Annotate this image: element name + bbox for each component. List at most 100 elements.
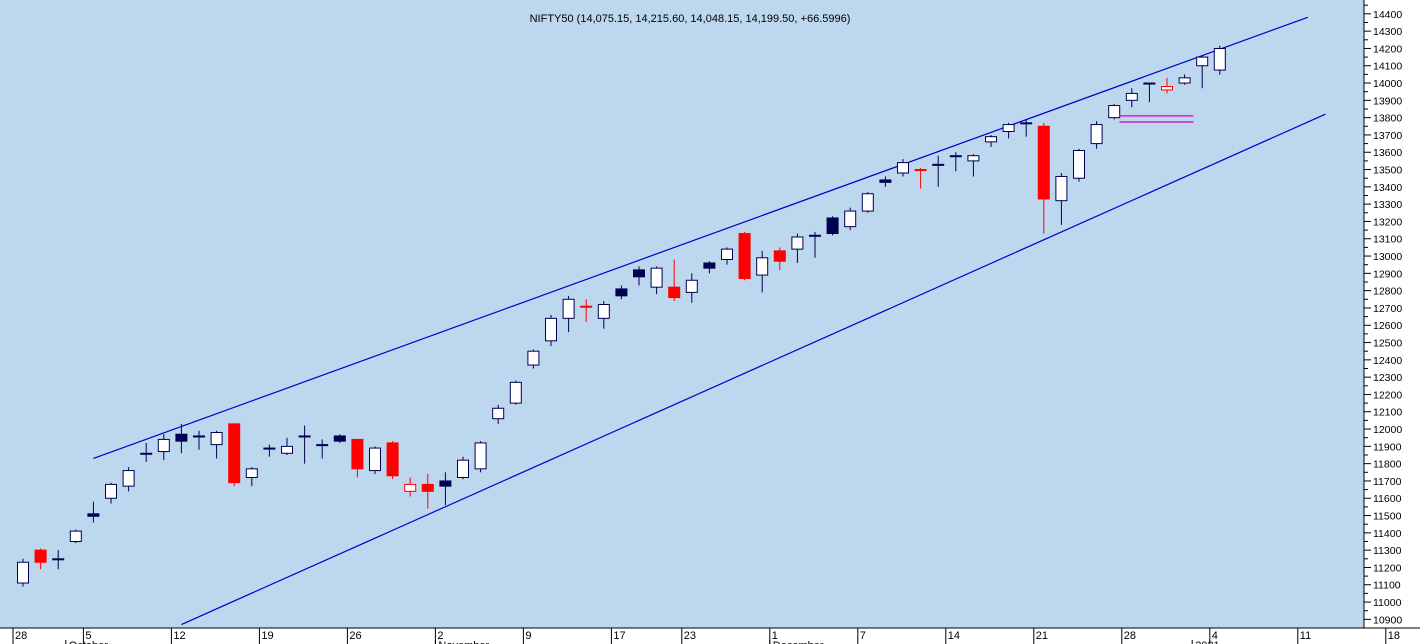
candle-body — [509, 381, 522, 404]
candle — [1073, 148, 1085, 182]
candle-body — [985, 136, 997, 143]
time-axis: 2851219262917231714212841118OctoberNovem… — [0, 627, 1420, 644]
time-tick-label: 14 — [948, 630, 960, 642]
candle — [492, 404, 505, 424]
candle-body — [844, 210, 857, 228]
price-tick-label: 12800 — [1373, 286, 1402, 298]
candle-body — [1090, 124, 1103, 145]
candle — [228, 423, 241, 487]
time-tick-label: 26 — [349, 630, 361, 642]
candle-body — [228, 423, 241, 484]
price-tick-label: 13000 — [1373, 251, 1402, 263]
candle — [1090, 121, 1103, 149]
candle-body — [421, 483, 434, 492]
candle-body — [1213, 48, 1226, 71]
candle — [245, 467, 258, 487]
candle-body — [932, 163, 945, 166]
candle — [1055, 173, 1068, 225]
chart-title: NIFTY50 (14,075.15, 14,215.60, 14,048.15… — [530, 13, 851, 25]
candle-body — [105, 483, 117, 499]
candle-body — [791, 236, 804, 250]
time-tick-label: 11 — [1300, 630, 1311, 642]
candle — [721, 247, 733, 265]
candle-body — [474, 442, 487, 470]
candle-body — [157, 438, 170, 453]
candle-body — [914, 169, 927, 172]
candle-body — [1020, 122, 1033, 125]
price-tick-label: 12000 — [1373, 424, 1402, 436]
price-tick-label: 13300 — [1373, 199, 1402, 211]
candle — [140, 442, 153, 462]
candle — [1143, 82, 1156, 103]
candle-body — [1108, 105, 1121, 119]
candle — [421, 474, 434, 509]
candle — [650, 266, 663, 295]
price-tick-label: 14000 — [1373, 78, 1402, 90]
candle — [263, 444, 276, 457]
candle-body — [457, 459, 469, 478]
price-tick-label: 13700 — [1373, 130, 1402, 142]
candle-body — [615, 288, 628, 297]
candle — [1196, 55, 1209, 89]
candle-body — [404, 483, 417, 492]
candle — [157, 434, 170, 461]
candle — [932, 155, 945, 187]
candle-body — [826, 217, 839, 235]
candle-body — [738, 233, 751, 280]
price-tick-label: 14300 — [1373, 26, 1402, 38]
price-tick-label: 12500 — [1373, 338, 1402, 350]
candle — [897, 159, 909, 177]
candle — [703, 261, 716, 274]
candle — [633, 266, 645, 286]
price-tick-label: 14400 — [1373, 9, 1402, 21]
candle — [826, 216, 839, 236]
price-tick-label: 11200 — [1373, 562, 1402, 574]
candle-body — [17, 561, 29, 584]
candle — [105, 482, 117, 504]
candle — [474, 441, 487, 473]
candle-body — [967, 155, 980, 162]
candle — [298, 425, 311, 464]
candle-body — [1161, 86, 1173, 91]
trendline-1 — [181, 113, 1326, 626]
candle — [580, 299, 593, 322]
candle-body — [1178, 77, 1191, 84]
candle-body — [1196, 56, 1209, 67]
candle-body — [650, 267, 663, 288]
price-tick-label: 14100 — [1373, 61, 1402, 73]
price-tick-label: 11500 — [1373, 511, 1402, 523]
candle-body — [263, 447, 276, 450]
candle-body — [879, 179, 892, 183]
candle-body — [756, 257, 769, 276]
candle — [861, 192, 874, 213]
candle — [351, 438, 364, 478]
price-tick-label: 13900 — [1373, 95, 1402, 107]
trendlines — [93, 16, 1326, 626]
candle — [738, 231, 751, 281]
price-tick-label: 10900 — [1373, 614, 1402, 626]
candle — [52, 550, 65, 570]
price-tick-label: 12300 — [1373, 372, 1402, 384]
candle — [597, 301, 610, 329]
price-tick-label: 11900 — [1373, 441, 1402, 453]
month-label: November — [438, 640, 489, 644]
candle-body — [1002, 124, 1015, 132]
candle-body — [34, 549, 47, 563]
candle-body — [861, 193, 874, 212]
time-tick-label: 17 — [613, 630, 625, 642]
price-tick-label: 13500 — [1373, 165, 1402, 177]
price-tick-label: 11300 — [1373, 545, 1402, 557]
candle — [562, 295, 575, 333]
candle — [1161, 77, 1173, 94]
candle-body — [87, 513, 100, 517]
candle-body — [773, 250, 786, 262]
time-tick-label: 18 — [1388, 630, 1400, 642]
candle-body — [122, 470, 135, 487]
candle — [1125, 88, 1138, 108]
candle — [17, 558, 29, 587]
price-tick-label: 11700 — [1373, 476, 1402, 488]
time-tick-label: 28 — [1124, 630, 1136, 642]
candle — [404, 477, 417, 497]
candle-body — [316, 444, 329, 447]
candle-body — [52, 558, 65, 561]
